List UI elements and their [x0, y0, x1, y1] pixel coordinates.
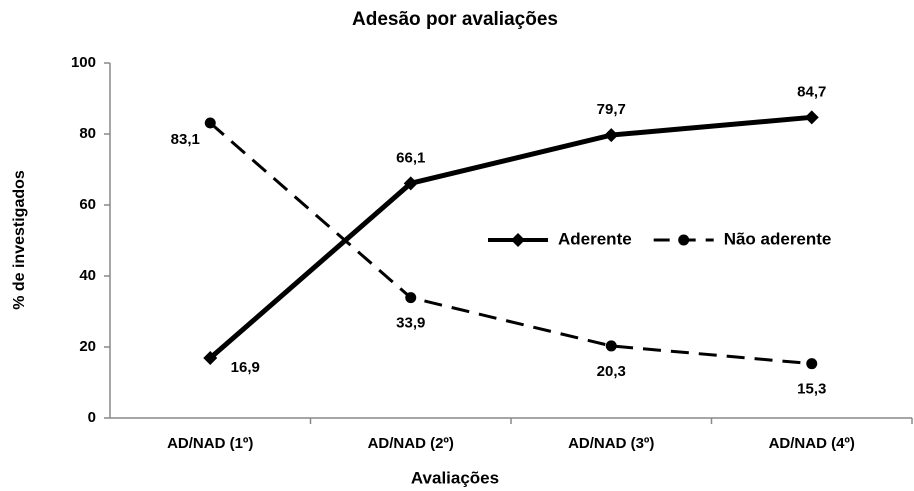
data-label: 33,9	[396, 315, 425, 332]
marker	[203, 351, 218, 366]
x-tick-label: AD/NAD (2º)	[368, 435, 454, 452]
y-tick-label: 60	[79, 196, 96, 213]
series-line	[209, 121, 812, 366]
series-line	[208, 114, 812, 360]
y-tick-label: 80	[79, 125, 96, 142]
y-tick-label: 0	[88, 409, 96, 426]
data-label: 79,7	[597, 101, 626, 118]
y-tick-label: 20	[79, 338, 96, 355]
x-axis-label: Avaliações	[411, 468, 499, 487]
marker	[405, 292, 417, 304]
marker	[511, 233, 525, 247]
x-tick-label: AD/NAD (1º)	[167, 435, 253, 452]
data-label: 15,3	[797, 381, 826, 398]
marker	[403, 176, 418, 191]
y-tick-label: 100	[71, 54, 96, 71]
data-label: 16,9	[231, 359, 260, 376]
marker	[604, 128, 619, 143]
legend-label: Não aderente	[724, 229, 832, 248]
y-tick-label: 40	[79, 267, 96, 284]
marker	[204, 117, 216, 129]
data-label: 20,3	[597, 363, 626, 380]
marker	[605, 340, 617, 352]
data-label: 84,7	[797, 83, 826, 100]
chart-title: Adesão por avaliações	[352, 9, 558, 30]
data-label: 66,1	[396, 149, 425, 166]
marker	[678, 234, 690, 246]
data-label: 83,1	[171, 131, 200, 148]
y-axis-label: % de investigados	[11, 170, 28, 310]
marker	[806, 358, 818, 370]
x-tick-label: AD/NAD (4º)	[769, 435, 855, 452]
marker	[804, 110, 819, 125]
x-tick-label: AD/NAD (3º)	[568, 435, 654, 452]
legend-label: Aderente	[558, 229, 632, 248]
